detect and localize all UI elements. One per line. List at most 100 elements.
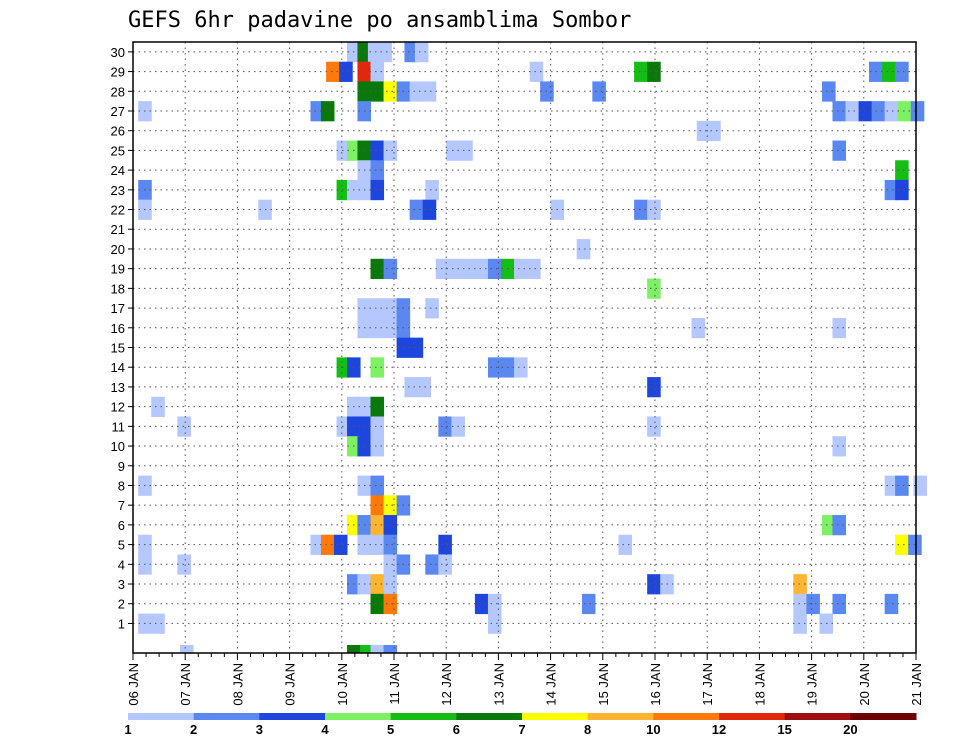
heatmap-cell	[895, 475, 909, 496]
heatmap-cell	[347, 645, 361, 653]
y-tick-label: 3	[118, 577, 125, 592]
y-tick-label: 16	[111, 321, 125, 336]
heatmap-cell	[179, 645, 194, 653]
y-tick-label: 17	[111, 301, 125, 316]
y-tick-label: 27	[111, 104, 125, 119]
heatmap-cell	[360, 645, 374, 653]
heatmap-cell	[370, 140, 385, 161]
y-tick-label: 22	[111, 203, 125, 218]
heatmap-cell	[832, 317, 847, 339]
x-tick-label: 19 JAN	[805, 663, 820, 706]
x-tick-label: 13 JAN	[491, 663, 506, 706]
colorbar-swatch	[587, 713, 654, 720]
x-tick-label: 08 JAN	[230, 663, 245, 706]
colorbar-swatch	[390, 713, 457, 720]
heatmap-cell	[647, 199, 661, 220]
heatmap-cell	[370, 495, 385, 516]
y-tick-label: 30	[111, 45, 125, 60]
heatmap-cell	[383, 515, 398, 536]
x-tick-label: 14 JAN	[544, 663, 559, 706]
colorbar-swatch	[719, 713, 786, 720]
heatmap-cell	[793, 593, 807, 615]
heatmap-cell	[370, 645, 385, 653]
heatmap-cell	[647, 377, 661, 398]
x-tick-label: 12 JAN	[439, 663, 454, 706]
heatmap-cell	[383, 554, 398, 575]
heatmap-cell	[425, 179, 439, 201]
heatmap-cell	[414, 42, 429, 63]
x-tick-label: 06 JAN	[126, 663, 141, 706]
colorbar-swatch	[653, 713, 720, 720]
heatmap-cell	[691, 317, 706, 339]
y-tick-label: 8	[118, 478, 125, 493]
heatmap-cell	[409, 81, 424, 102]
heatmap-cell	[913, 475, 927, 496]
heatmap-cell	[895, 160, 909, 181]
y-tick-label: 9	[118, 459, 125, 474]
heatmap-cell	[438, 554, 452, 575]
x-tick-label: 09 JAN	[283, 663, 298, 706]
heatmap-cell	[383, 495, 398, 516]
y-tick-label: 28	[111, 84, 125, 99]
heatmap-cell	[448, 258, 463, 280]
heatmap-cell	[370, 81, 385, 102]
heatmap-cell	[832, 140, 847, 161]
heatmap-cell	[487, 258, 502, 280]
heatmap-cell	[339, 61, 353, 82]
heatmap-cell	[884, 179, 899, 201]
heatmap-cell	[592, 81, 606, 102]
heatmap-cell	[370, 574, 385, 595]
colorbar-label: 12	[712, 722, 726, 737]
y-tick-label: 2	[118, 597, 125, 612]
heatmap-cell	[425, 554, 439, 575]
heatmap-cell	[647, 61, 661, 82]
heatmap-cell	[422, 199, 437, 220]
heatmap-cell	[647, 278, 661, 299]
colorbar-label: 5	[387, 722, 394, 737]
y-tick-label: 4	[118, 557, 125, 572]
heatmap-cell	[378, 42, 392, 63]
heatmap-cell	[370, 298, 385, 319]
x-tick-label: 20 JAN	[857, 663, 872, 706]
heatmap-cell	[383, 317, 398, 339]
heatmap-cell	[822, 515, 836, 536]
heatmap-cell	[618, 534, 633, 555]
y-tick-label: 29	[111, 65, 125, 80]
heatmap-cell	[474, 258, 489, 280]
heatmap-cell	[707, 120, 721, 142]
heatmap-cell	[634, 61, 648, 82]
y-tick-label: 18	[111, 281, 125, 296]
heatmap-cell	[832, 593, 847, 615]
y-tick-label: 26	[111, 124, 125, 139]
y-tick-label: 6	[118, 518, 125, 533]
y-tick-label: 23	[111, 183, 125, 198]
heatmap-cell	[487, 613, 502, 634]
colorbar-swatch	[784, 713, 851, 720]
colorbar-label: 2	[190, 722, 197, 737]
heatmap-cell	[884, 101, 899, 122]
heatmap-cell	[383, 534, 398, 555]
colorbar-label: 6	[453, 722, 460, 737]
heatmap-cell	[367, 42, 382, 63]
heatmap-cell	[409, 337, 424, 358]
y-tick-label: 12	[111, 400, 125, 415]
heatmap-cell	[370, 515, 385, 536]
heatmap-cell	[884, 475, 899, 496]
x-tick-label: 18 JAN	[752, 663, 767, 706]
heatmap-cell	[459, 140, 473, 161]
heatmap-cell	[310, 101, 325, 122]
colorbar-label: 15	[777, 722, 791, 737]
y-tick-label: 10	[111, 439, 125, 454]
y-tick-label: 11	[112, 419, 126, 434]
heatmap-cell	[370, 593, 385, 615]
x-tick-label: 11 JAN	[387, 663, 402, 705]
heatmap-cell	[383, 645, 398, 653]
heatmap-cell	[514, 258, 528, 280]
heatmap-cell	[417, 377, 432, 398]
y-tick-label: 19	[111, 262, 125, 277]
heatmap-cell	[370, 534, 385, 555]
heatmap-cell	[370, 317, 385, 339]
heatmap-cell	[438, 416, 452, 437]
heatmap-cell	[576, 239, 591, 260]
y-tick-label: 5	[118, 538, 125, 553]
